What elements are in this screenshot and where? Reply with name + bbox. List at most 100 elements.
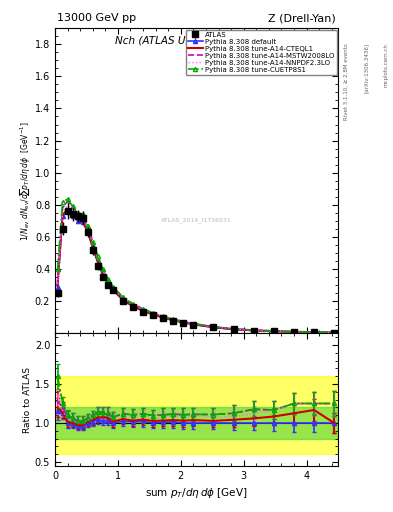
Pythia 8.308 tune-CUETP8S1: [332, 329, 336, 335]
Pythia 8.308 tune-CUETP8S1: [312, 329, 316, 335]
Pythia 8.308 tune-A14-NNPDF2.3LO: [85, 225, 90, 231]
Text: Rivet 3.1.10, ≥ 2.8M events: Rivet 3.1.10, ≥ 2.8M events: [343, 44, 349, 120]
Pythia 8.308 default: [130, 304, 135, 310]
Pythia 8.308 tune-CUETP8S1: [151, 310, 156, 316]
Pythia 8.308 tune-A14-MSTW2008LO: [110, 284, 115, 290]
Pythia 8.308 tune-A14-CTEQL1: [60, 211, 65, 218]
Pythia 8.308 tune-CUETP8S1: [90, 239, 95, 245]
Pythia 8.308 tune-A14-NNPDF2.3LO: [90, 241, 95, 247]
Pythia 8.308 tune-A14-MSTW2008LO: [292, 329, 296, 335]
Pythia 8.308 tune-CUETP8S1: [80, 211, 85, 218]
Line: Pythia 8.308 tune-A14-CTEQL1: Pythia 8.308 tune-A14-CTEQL1: [57, 209, 334, 333]
Pythia 8.308 tune-A14-CTEQL1: [90, 244, 95, 250]
Pythia 8.308 default: [292, 329, 296, 335]
Pythia 8.308 default: [55, 284, 60, 290]
Pythia 8.308 tune-A14-NNPDF2.3LO: [151, 311, 156, 317]
Bar: [55, 408, 338, 439]
Pythia 8.308 default: [75, 218, 80, 224]
Pythia 8.308 default: [121, 297, 125, 304]
Pythia 8.308 tune-A14-NNPDF2.3LO: [312, 329, 316, 335]
Pythia 8.308 default: [110, 287, 115, 293]
Pythia 8.308 tune-A14-MSTW2008LO: [161, 313, 165, 319]
Pythia 8.308 default: [191, 322, 196, 328]
Text: Nch (ATLAS UE in Z production): Nch (ATLAS UE in Z production): [115, 36, 278, 46]
Pythia 8.308 tune-CUETP8S1: [65, 196, 70, 202]
Pythia 8.308 tune-A14-MSTW2008LO: [332, 329, 336, 335]
Text: ATLAS_2014_I1736531: ATLAS_2014_I1736531: [161, 218, 232, 223]
Pythia 8.308 tune-A14-MSTW2008LO: [60, 205, 65, 211]
Pythia 8.308 default: [70, 213, 75, 219]
Pythia 8.308 default: [101, 272, 105, 279]
Legend: ATLAS, Pythia 8.308 default, Pythia 8.308 tune-A14-CTEQL1, Pythia 8.308 tune-A14: ATLAS, Pythia 8.308 default, Pythia 8.30…: [185, 30, 336, 75]
Pythia 8.308 tune-A14-NNPDF2.3LO: [75, 213, 80, 219]
Line: Pythia 8.308 tune-A14-NNPDF2.3LO: Pythia 8.308 tune-A14-NNPDF2.3LO: [57, 206, 334, 332]
Pythia 8.308 tune-A14-NNPDF2.3LO: [65, 203, 70, 209]
Pythia 8.308 tune-A14-NNPDF2.3LO: [211, 324, 216, 330]
Pythia 8.308 tune-CUETP8S1: [60, 199, 65, 205]
Pythia 8.308 default: [80, 219, 85, 225]
Pythia 8.308 default: [171, 317, 176, 324]
Pythia 8.308 tune-A14-MSTW2008LO: [191, 321, 196, 327]
Pythia 8.308 tune-A14-MSTW2008LO: [70, 203, 75, 209]
Pythia 8.308 tune-A14-MSTW2008LO: [101, 266, 105, 272]
Pythia 8.308 tune-A14-CTEQL1: [252, 327, 256, 333]
Pythia 8.308 tune-A14-CTEQL1: [181, 319, 185, 326]
Pythia 8.308 tune-A14-NNPDF2.3LO: [55, 281, 60, 287]
Pythia 8.308 tune-CUETP8S1: [95, 253, 100, 259]
Pythia 8.308 default: [272, 328, 276, 334]
Pythia 8.308 tune-A14-CTEQL1: [70, 211, 75, 218]
Pythia 8.308 default: [105, 281, 110, 287]
Pythia 8.308 tune-A14-CTEQL1: [65, 206, 70, 212]
Pythia 8.308 default: [65, 208, 70, 215]
Pythia 8.308 tune-CUETP8S1: [252, 327, 256, 333]
Pythia 8.308 tune-A14-CTEQL1: [121, 296, 125, 303]
Pythia 8.308 tune-A14-NNPDF2.3LO: [60, 209, 65, 215]
Pythia 8.308 tune-CUETP8S1: [181, 318, 185, 325]
Pythia 8.308 tune-A14-CTEQL1: [231, 326, 236, 332]
Pythia 8.308 tune-CUETP8S1: [85, 223, 90, 229]
Y-axis label: Ratio to ATLAS: Ratio to ATLAS: [23, 367, 32, 433]
Pythia 8.308 tune-A14-CTEQL1: [105, 279, 110, 285]
Pythia 8.308 tune-A14-MSTW2008LO: [272, 328, 276, 334]
Line: Pythia 8.308 tune-A14-MSTW2008LO: Pythia 8.308 tune-A14-MSTW2008LO: [57, 202, 334, 332]
Pythia 8.308 tune-A14-CTEQL1: [272, 328, 276, 334]
Pythia 8.308 tune-A14-MSTW2008LO: [65, 199, 70, 205]
Pythia 8.308 tune-A14-MSTW2008LO: [231, 326, 236, 332]
Bar: [55, 376, 338, 454]
Pythia 8.308 tune-A14-NNPDF2.3LO: [95, 255, 100, 262]
Pythia 8.308 tune-A14-NNPDF2.3LO: [332, 329, 336, 335]
Text: [arXiv:1306.3436]: [arXiv:1306.3436]: [364, 44, 369, 93]
Pythia 8.308 tune-A14-CTEQL1: [85, 227, 90, 233]
Pythia 8.308 tune-CUETP8S1: [130, 301, 135, 307]
Pythia 8.308 tune-CUETP8S1: [70, 203, 75, 209]
Pythia 8.308 tune-A14-CTEQL1: [80, 218, 85, 224]
Pythia 8.308 tune-CUETP8S1: [161, 313, 165, 319]
Pythia 8.308 tune-A14-MSTW2008LO: [90, 239, 95, 245]
Pythia 8.308 tune-CUETP8S1: [211, 324, 216, 330]
Pythia 8.308 tune-CUETP8S1: [141, 306, 145, 312]
Pythia 8.308 tune-A14-MSTW2008LO: [121, 294, 125, 301]
Pythia 8.308 tune-A14-MSTW2008LO: [181, 318, 185, 325]
Pythia 8.308 tune-A14-MSTW2008LO: [105, 275, 110, 282]
Pythia 8.308 tune-CUETP8S1: [55, 266, 60, 272]
Pythia 8.308 tune-A14-MSTW2008LO: [141, 306, 145, 312]
Pythia 8.308 tune-A14-NNPDF2.3LO: [171, 316, 176, 323]
Pythia 8.308 tune-CUETP8S1: [105, 275, 110, 282]
Pythia 8.308 tune-A14-CTEQL1: [130, 303, 135, 309]
Pythia 8.308 tune-A14-MSTW2008LO: [85, 223, 90, 229]
Pythia 8.308 tune-A14-MSTW2008LO: [95, 253, 100, 259]
Pythia 8.308 tune-CUETP8S1: [121, 294, 125, 301]
Pythia 8.308 tune-A14-CTEQL1: [95, 258, 100, 264]
Text: mcplots.cern.ch: mcplots.cern.ch: [383, 44, 388, 87]
Pythia 8.308 default: [85, 229, 90, 235]
Pythia 8.308 tune-A14-CTEQL1: [141, 308, 145, 314]
Pythia 8.308 tune-A14-MSTW2008LO: [130, 301, 135, 307]
Pythia 8.308 tune-A14-MSTW2008LO: [211, 324, 216, 330]
Pythia 8.308 tune-A14-NNPDF2.3LO: [252, 327, 256, 333]
Pythia 8.308 default: [252, 328, 256, 334]
Pythia 8.308 default: [141, 308, 145, 314]
Pythia 8.308 tune-A14-NNPDF2.3LO: [292, 329, 296, 335]
Pythia 8.308 tune-CUETP8S1: [101, 266, 105, 272]
Pythia 8.308 default: [231, 326, 236, 332]
Pythia 8.308 tune-A14-NNPDF2.3LO: [121, 295, 125, 302]
